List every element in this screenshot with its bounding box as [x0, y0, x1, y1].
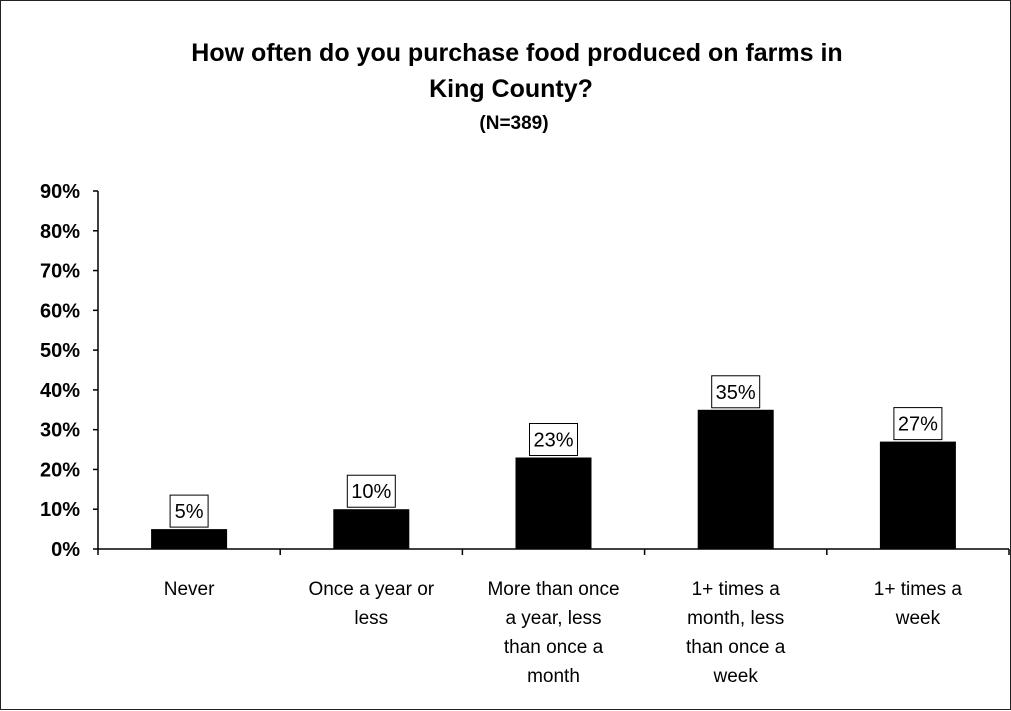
data-label: 23% [533, 430, 573, 452]
data-label-box [893, 407, 943, 441]
y-tick-label: 10% [40, 499, 80, 521]
chart-title-line-1: How often do you purchase food produced … [191, 39, 842, 67]
data-label-box [711, 375, 761, 409]
category-label: less [354, 608, 388, 629]
category-label: More than once [487, 579, 619, 600]
y-tick-label: 40% [40, 380, 80, 402]
category-label: 1+ times a [874, 579, 963, 600]
y-tick-label: 20% [40, 459, 80, 481]
category-label: month [527, 666, 580, 687]
bar [333, 509, 410, 549]
data-label: 5% [175, 501, 204, 523]
data-label-box [529, 423, 578, 457]
data-label: 35% [716, 382, 756, 404]
y-tick-label: 80% [40, 221, 80, 243]
y-tick-label: 90% [40, 181, 80, 203]
category-label: 1+ times a [692, 579, 781, 600]
y-tick-label: 60% [40, 300, 80, 322]
bar [515, 457, 592, 549]
category-label: than once a [504, 637, 604, 658]
y-tick-label: 50% [40, 340, 80, 362]
category-label: a year, less [505, 608, 601, 629]
chart-title-line-2: King County? [429, 75, 593, 103]
y-tick-label: 30% [40, 420, 80, 442]
bar [697, 409, 774, 549]
chart-subtitle: (N=389) [479, 113, 548, 134]
bar [151, 529, 228, 549]
plot-area: 0% 10% 20% 30% 40% 50% 60% 70% 80% 90% 5% Never 10% O… [40, 181, 1010, 687]
y-tick-label: 70% [40, 261, 80, 283]
category-label: month, less [687, 608, 784, 629]
category-label: week [895, 608, 941, 629]
data-label-box [169, 494, 209, 528]
category-label: than once a [686, 637, 786, 658]
category-label: Never [164, 579, 215, 600]
category-label: Once a year or [308, 579, 434, 600]
data-label-box [346, 474, 396, 508]
bar [879, 441, 956, 549]
data-label: 10% [351, 481, 391, 503]
y-tick-label: 0% [51, 539, 80, 561]
category-label: week [713, 666, 759, 687]
data-label: 27% [898, 414, 938, 436]
